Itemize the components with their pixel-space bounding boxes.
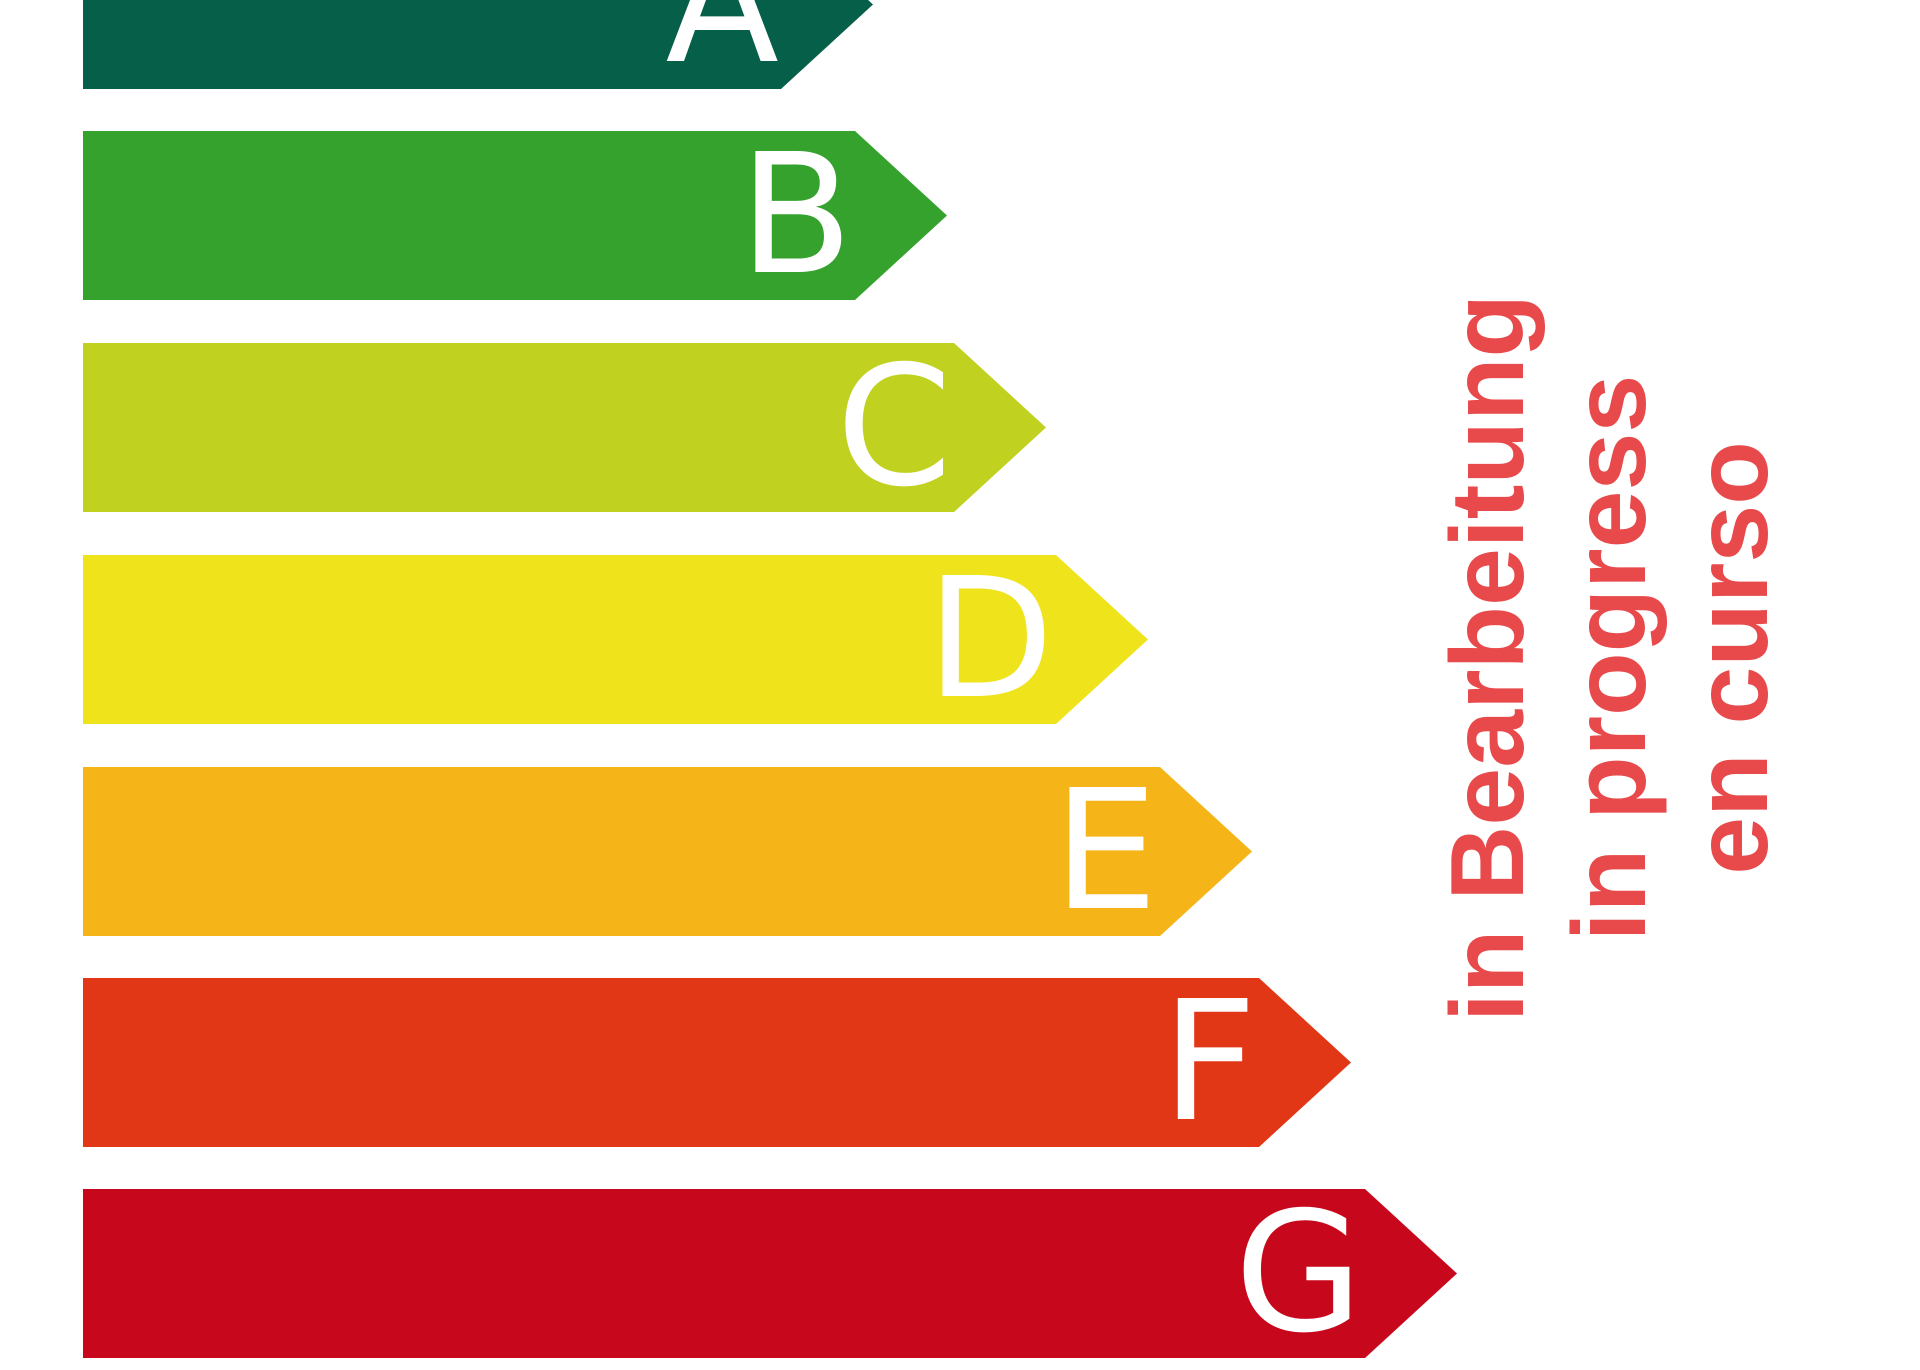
energy-class-g-arrow: G <box>83 1189 1457 1358</box>
energy-class-letter: G <box>1234 1176 1363 1370</box>
energy-class-letter: A <box>665 0 779 101</box>
energy-class-letter: B <box>739 118 853 312</box>
energy-class-letter: D <box>926 542 1054 736</box>
arrow-shape <box>83 131 947 300</box>
status-line-spanish: en curso <box>1674 441 1790 875</box>
arrow-shape <box>83 767 1252 936</box>
status-line-german: in Bearbeitung <box>1430 293 1546 1023</box>
arrow-shape <box>83 978 1351 1147</box>
energy-class-c-arrow: C <box>83 343 1046 512</box>
energy-class-d-arrow: D <box>83 555 1148 724</box>
arrow-shape <box>83 343 1046 512</box>
energy-class-f-arrow: F <box>83 978 1351 1147</box>
status-text: in Bearbeitung in progress en curso <box>1427 294 1793 1022</box>
energy-class-b-arrow: B <box>83 131 947 300</box>
energy-class-e-arrow: E <box>83 767 1252 936</box>
energy-class-letter: E <box>1053 754 1158 948</box>
arrow-shape <box>83 0 873 89</box>
energy-class-letter: F <box>1161 965 1257 1159</box>
energy-class-letter: C <box>836 330 952 524</box>
status-line-english: in progress <box>1552 374 1668 942</box>
arrow-shape <box>83 555 1148 724</box>
energy-class-a-arrow: A <box>83 0 873 89</box>
